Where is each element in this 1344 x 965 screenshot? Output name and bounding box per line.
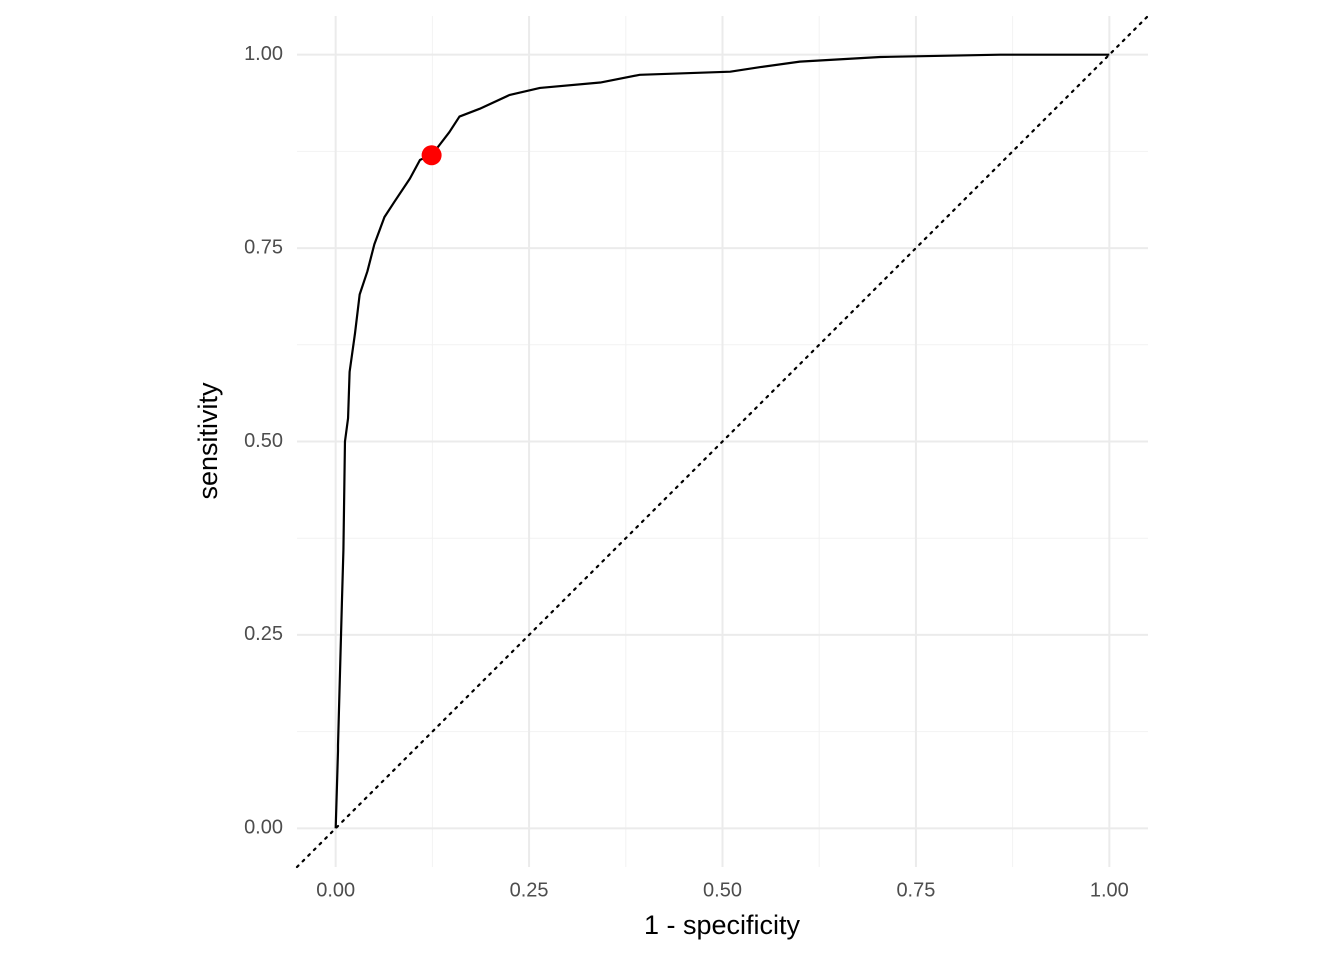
x-tick-label: 0.75	[896, 879, 935, 901]
y-axis-title: sensitivity	[193, 382, 223, 500]
roc-curve	[334, 53, 1110, 829]
x-axis-title: 1 - specificity	[644, 910, 801, 940]
x-tick-label: 0.50	[703, 879, 742, 901]
y-tick-label: 1.00	[244, 43, 283, 65]
x-tick-label: 0.00	[316, 879, 355, 901]
optimal-point	[421, 145, 442, 166]
x-tick-label: 0.25	[510, 879, 549, 901]
reference-diagonal	[295, 14, 1150, 869]
x-tick-label: 1.00	[1090, 879, 1129, 901]
y-tick-label: 0.25	[244, 623, 283, 645]
y-tick-label: 0.50	[244, 430, 283, 452]
y-tick-label: 0.75	[244, 236, 283, 258]
y-tick-label: 0.00	[244, 817, 283, 839]
